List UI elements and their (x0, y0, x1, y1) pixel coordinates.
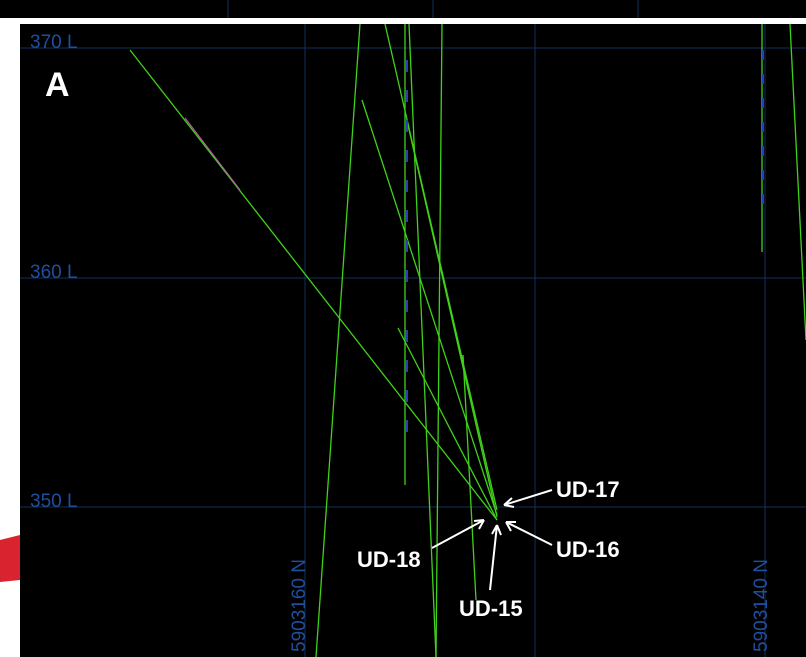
red-shape (0, 535, 20, 582)
assay-interval (184, 117, 241, 191)
hole-label: UD-15 (459, 596, 523, 621)
drillhole (789, 23, 806, 341)
drillhole (129, 49, 498, 521)
arrow (489, 524, 502, 591)
level-label: 350 L (30, 491, 78, 512)
top-strip (0, 0, 806, 18)
northing-label: 5903160 N (289, 559, 310, 652)
arrow (503, 489, 553, 508)
drillholes (129, 23, 806, 657)
drillhole (435, 23, 443, 657)
drillhole (361, 99, 498, 516)
drillhole (462, 354, 477, 601)
northing-label: 5903140 N (751, 559, 772, 652)
level-label: 370 L (30, 32, 78, 53)
hole-label: UD-18 (357, 547, 421, 572)
hole-label: UD-16 (556, 537, 620, 562)
drillhole (384, 23, 498, 511)
level-label: 360 L (30, 262, 78, 283)
arrow (505, 521, 553, 546)
grid (20, 24, 806, 657)
panel-label: A (45, 66, 70, 104)
hole-label: UD-17 (556, 477, 620, 502)
drillhole (408, 23, 437, 657)
arrow (431, 519, 485, 549)
arrows (431, 489, 553, 591)
drillhole (315, 23, 361, 657)
drillhole (397, 327, 498, 521)
